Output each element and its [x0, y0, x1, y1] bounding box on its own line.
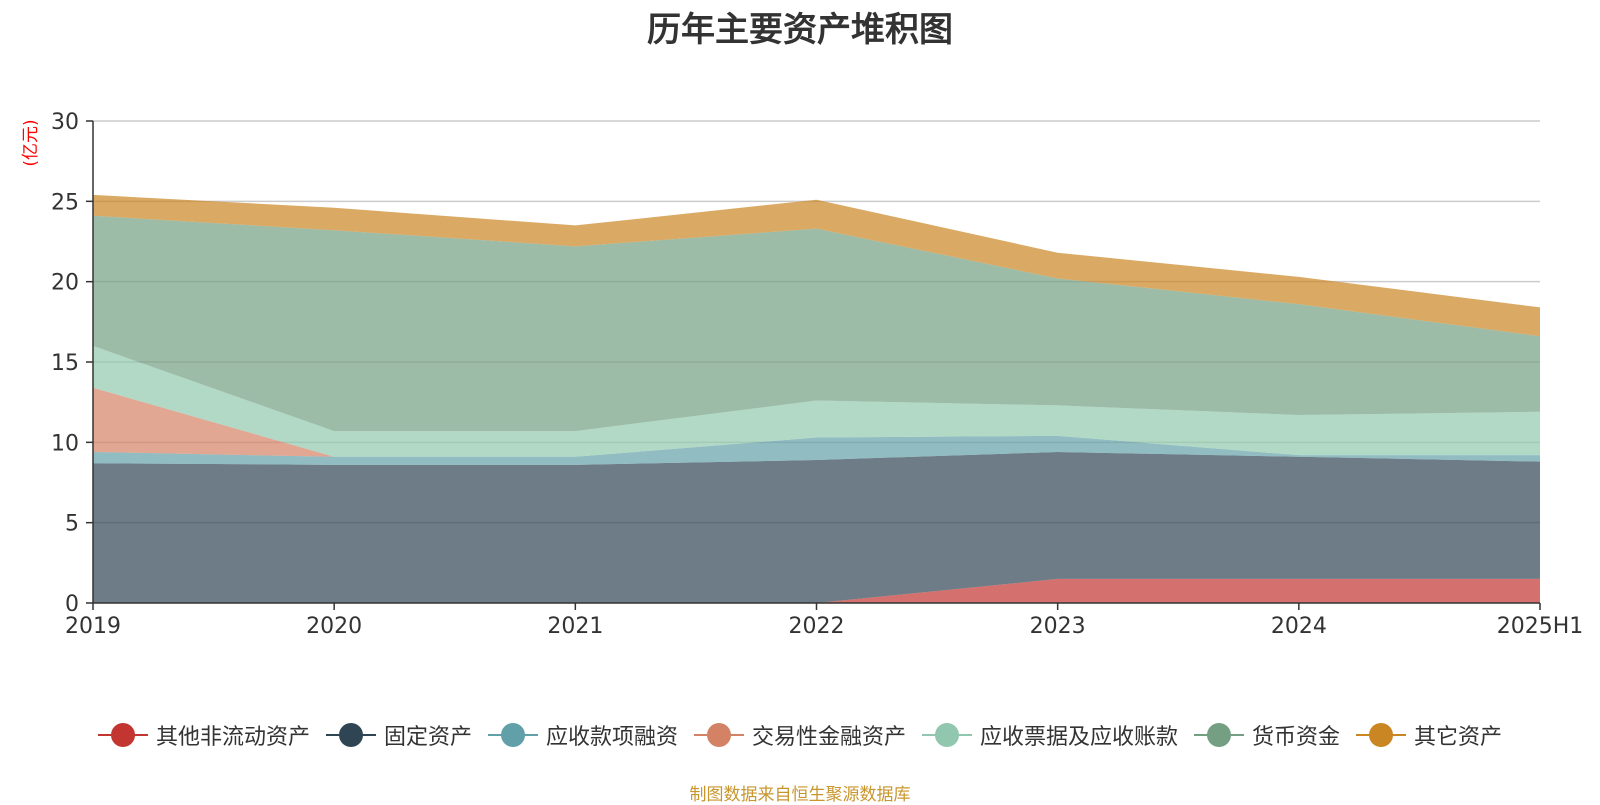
x-tick-label: 2021 — [547, 614, 603, 639]
y-axis-unit-label: (亿元) — [21, 119, 41, 166]
legend-label: 应收款项融资 — [545, 725, 678, 750]
source-note: 制图数据来自恒生聚源数据库 — [689, 785, 911, 805]
y-tick-label: 20 — [51, 271, 79, 296]
chart-title: 历年主要资产堆积图 — [647, 10, 953, 50]
area-series — [93, 435, 1540, 465]
area-series — [93, 215, 1540, 432]
legend-dot — [935, 723, 959, 747]
legend-label: 固定资产 — [383, 725, 472, 750]
x-tick-label: 2022 — [789, 614, 845, 639]
legend-label: 货币资金 — [1252, 725, 1341, 750]
y-tick-label: 30 — [51, 110, 79, 135]
area-series — [93, 578, 1540, 603]
y-tick-label: 25 — [51, 190, 79, 215]
stacked-areas — [93, 194, 1540, 603]
legend-item[interactable]: 应收票据及应收账款 — [922, 719, 1178, 751]
legend-marker-icon — [487, 723, 538, 747]
x-tick-label: 2025H1 — [1497, 614, 1584, 639]
legend-item[interactable]: 交易性金融资产 — [693, 719, 906, 751]
legend-dot — [1369, 723, 1394, 747]
x-tick-label: 2019 — [65, 614, 121, 639]
legend-marker-icon — [325, 723, 376, 747]
legend-item[interactable]: 货币资金 — [1194, 719, 1340, 751]
legend-label: 应收票据及应收账款 — [980, 725, 1179, 750]
legend-dot — [1207, 723, 1232, 747]
legend-item[interactable]: 其他非流动资产 — [97, 719, 310, 751]
legend-marker-icon — [1194, 723, 1245, 747]
area-series — [93, 387, 1540, 457]
legend-marker-icon — [97, 723, 148, 747]
y-tick-label: 10 — [51, 431, 79, 456]
legend-marker-icon — [922, 723, 972, 747]
legend-dot — [110, 723, 135, 747]
x-tick-label: 2020 — [306, 614, 362, 639]
legend-item[interactable]: 应收款项融资 — [487, 719, 678, 751]
legend-marker-icon — [693, 723, 744, 747]
legend-dot — [706, 723, 731, 747]
legend-label: 其它资产 — [1414, 725, 1503, 750]
area-series — [93, 451, 1540, 603]
legend-label: 交易性金融资产 — [751, 725, 906, 750]
legend-dot — [500, 723, 525, 747]
legend-item[interactable]: 其它资产 — [1356, 719, 1502, 751]
legend-item[interactable]: 固定资产 — [325, 719, 472, 751]
y-tick-label: 0 — [65, 592, 79, 617]
legend: 其他非流动资产 固定资产 应收款项融资 交易性金融资产 应收票据及应收账款 货币资金 其它资… — [0, 718, 1600, 752]
legend-label: 其他非流动资产 — [155, 725, 310, 750]
x-tick-label: 2023 — [1030, 614, 1086, 639]
y-tick-label: 15 — [51, 351, 79, 376]
x-tick-label: 2024 — [1271, 614, 1327, 639]
area-series — [93, 194, 1540, 337]
axes: 0 5 10 15 20 25 30 2019 2020 2021 2022 2023 2024 2025… — [51, 110, 1583, 639]
y-tick-label: 5 — [65, 512, 79, 537]
legend-marker-icon — [1356, 723, 1407, 747]
area-series — [93, 345, 1540, 457]
legend-dot — [338, 723, 363, 747]
